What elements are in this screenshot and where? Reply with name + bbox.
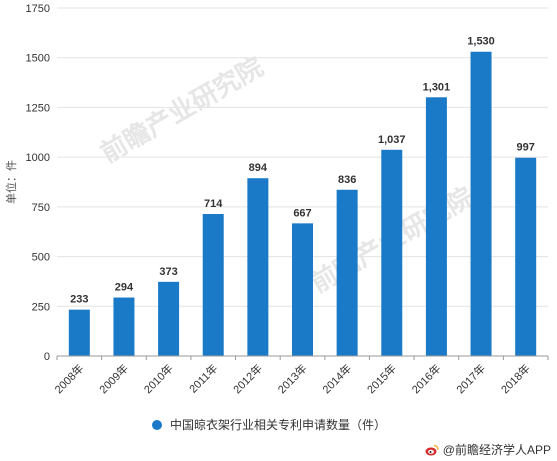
data-label: 233 (70, 294, 88, 306)
data-label: 997 (517, 142, 535, 154)
y-tick-label: 1500 (26, 53, 50, 65)
bar (336, 189, 358, 356)
legend: 中国晾衣架行业相关专利申请数量（件） (152, 416, 386, 433)
y-tick-label: 1000 (26, 152, 50, 164)
x-tick-label: 2018年 (498, 361, 533, 396)
y-tick-label: 0 (44, 351, 50, 363)
x-tick-label: 2013年 (275, 361, 310, 396)
legend-label: 中国晾衣架行业相关专利申请数量（件） (170, 418, 387, 432)
source-label: @前瞻经济学人APP (442, 443, 551, 457)
x-tick-label: 2010年 (141, 361, 176, 396)
data-labels: 233 294 373 714 894 667 836 1,037 1,301 1,530 997 (70, 36, 535, 306)
bar (247, 178, 269, 356)
bar (292, 223, 313, 356)
data-label: 894 (249, 162, 268, 174)
y-tick-label: 750 (32, 202, 50, 214)
data-label: 714 (204, 198, 223, 210)
data-label: 1,037 (378, 134, 406, 146)
y-tick-label: 1750 (26, 3, 50, 15)
y-tick-label: 1250 (26, 102, 50, 114)
x-tick-label: 2016年 (409, 361, 444, 396)
legend-marker-icon (152, 419, 162, 430)
source-credit: @前瞻经济学人APP (425, 441, 551, 458)
bar (158, 281, 180, 356)
x-axis-ticks: 2008年 2009年 2010年 2011年 2012年 2013年 2014年 2015年… (51, 356, 549, 396)
bar (425, 97, 447, 356)
data-label: 294 (115, 282, 134, 294)
bar (515, 157, 537, 356)
x-tick-label: 2009年 (96, 361, 131, 396)
y-axis-ticks: 0 250 500 750 1000 1250 1500 1750 (26, 3, 50, 363)
y-tick-label: 500 (32, 252, 50, 264)
bar (113, 297, 135, 356)
bar (202, 214, 224, 356)
x-tick-label: 2017年 (453, 361, 488, 396)
data-label: 373 (159, 266, 177, 278)
x-tick-label: 2008年 (51, 361, 86, 396)
y-axis-unit-label: 单位：件 (4, 160, 18, 204)
x-tick-label: 2012年 (230, 361, 265, 396)
x-tick-label: 2015年 (364, 361, 399, 396)
bar (381, 149, 403, 356)
y-tick-label: 250 (32, 301, 50, 313)
weibo-logo-icon (425, 444, 439, 455)
x-tick-label: 2011年 (186, 361, 220, 395)
data-label: 667 (293, 207, 311, 219)
bar (68, 309, 90, 356)
data-label: 1,530 (467, 36, 495, 48)
bars (68, 51, 537, 357)
x-tick-label: 2014年 (319, 361, 354, 396)
bar (470, 51, 492, 357)
bar-chart: 0 250 500 750 1000 1250 1500 1750 233 294 373 714 8… (4, 3, 549, 396)
data-label: 1,301 (423, 81, 451, 93)
grid-lines (57, 7, 548, 307)
data-label: 836 (338, 174, 356, 186)
